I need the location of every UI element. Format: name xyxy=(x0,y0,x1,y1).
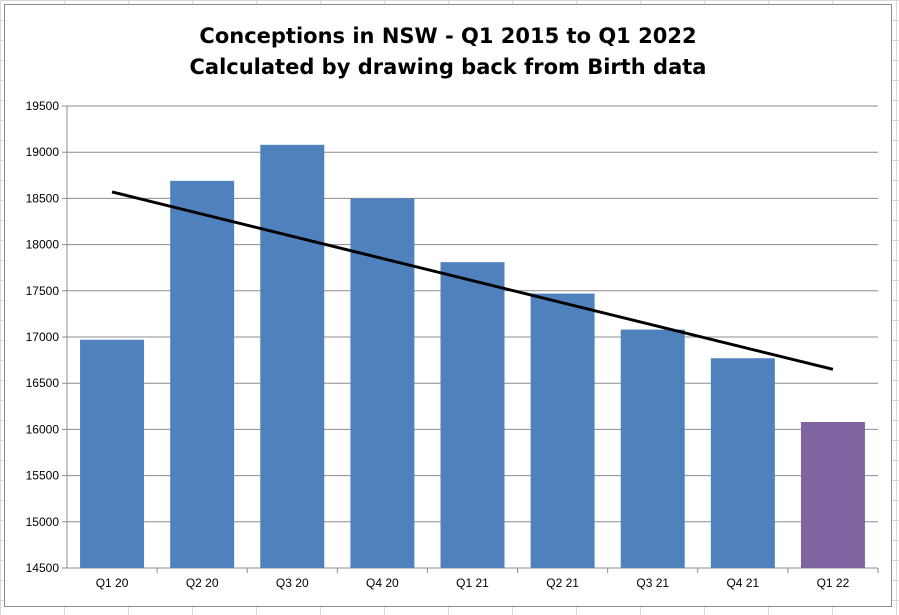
chart-title: Conceptions in NSW - Q1 2015 to Q1 2022 xyxy=(199,24,697,48)
y-tick-label: 16000 xyxy=(26,422,60,436)
y-tick-label: 18500 xyxy=(26,191,60,205)
y-tick-label: 17000 xyxy=(26,330,60,344)
chart-title-block: Conceptions in NSW - Q1 2015 to Q1 2022 … xyxy=(5,21,891,83)
x-tick-label: Q4 20 xyxy=(366,576,399,590)
y-tick-label: 14500 xyxy=(26,561,60,575)
y-tick-label: 15000 xyxy=(26,515,60,529)
x-tick-label: Q1 21 xyxy=(456,576,489,590)
y-tick-label: 19000 xyxy=(26,145,60,159)
bar-q3-20[interactable] xyxy=(260,144,325,569)
y-tick-label: 17500 xyxy=(26,284,60,298)
bar-q4-21[interactable] xyxy=(710,358,775,568)
bar-q2-21[interactable] xyxy=(530,293,595,568)
chart-subtitle: Calculated by drawing back from Birth da… xyxy=(189,55,707,79)
x-tick-label: Q3 20 xyxy=(276,576,309,590)
y-tick-label: 19500 xyxy=(26,99,60,113)
x-tick-label: Q4 21 xyxy=(726,576,759,590)
bar-q1-21[interactable] xyxy=(440,262,505,568)
x-tick-label: Q1 22 xyxy=(817,576,850,590)
x-tick-label: Q2 20 xyxy=(186,576,219,590)
x-tick-label: Q2 21 xyxy=(546,576,579,590)
x-tick-label: Q3 21 xyxy=(636,576,669,590)
trendline xyxy=(111,190,834,371)
y-tick-label: 15500 xyxy=(26,469,60,483)
chart-area[interactable]: Conceptions in NSW - Q1 2015 to Q1 2022 … xyxy=(4,4,892,607)
plot-area[interactable]: 14500 15000 15500 16000 16500 17000 17500 18000… xyxy=(5,5,891,606)
x-tick-label: Q1 20 xyxy=(96,576,129,590)
y-tick-label: 16500 xyxy=(26,376,60,390)
bar-q1-22[interactable] xyxy=(800,422,865,568)
bar-q3-21[interactable] xyxy=(620,329,685,568)
y-tick-label: 18000 xyxy=(26,238,60,252)
bar-q1-20[interactable] xyxy=(80,339,145,568)
bar-q2-20[interactable] xyxy=(170,180,235,568)
